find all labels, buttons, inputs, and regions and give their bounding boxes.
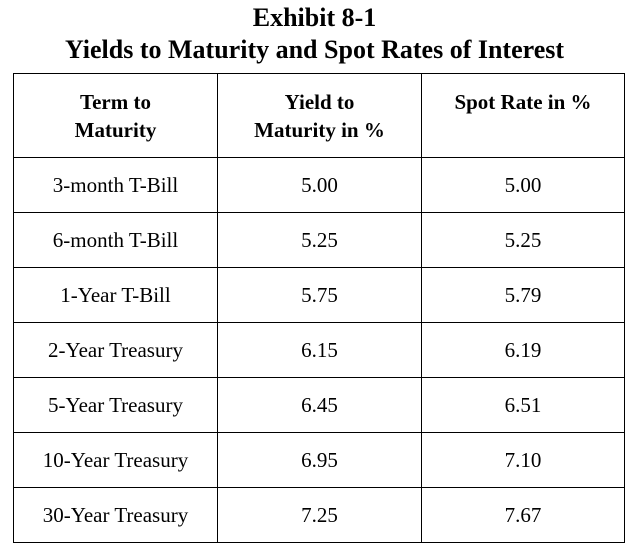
yield-cell: 6.15	[217, 322, 422, 378]
spot-rate-cell: 5.25	[421, 212, 625, 268]
term-cell: 1-Year T-Bill	[13, 267, 218, 323]
table-row: 30-Year Treasury 7.25 7.67	[13, 487, 625, 543]
yield-cell: 5.25	[217, 212, 422, 268]
exhibit-title: Exhibit 8-1 Yields to Maturity and Spot …	[0, 2, 629, 66]
exhibit-number: Exhibit 8-1	[252, 3, 377, 32]
table-row: 3-month T-Bill 5.00 5.00	[13, 157, 625, 213]
yield-cell: 5.00	[217, 157, 422, 213]
table-row: 5-Year Treasury 6.45 6.51	[13, 377, 625, 433]
yield-cell: 6.95	[217, 432, 422, 488]
header-row: Term to Maturity Yield to Maturity in % …	[13, 73, 625, 158]
spot-rate-cell: 7.10	[421, 432, 625, 488]
spot-rate-cell: 7.67	[421, 487, 625, 543]
yield-cell: 5.75	[217, 267, 422, 323]
table-row: 10-Year Treasury 6.95 7.10	[13, 432, 625, 488]
term-cell: 3-month T-Bill	[13, 157, 218, 213]
table-row: 6-month T-Bill 5.25 5.25	[13, 212, 625, 268]
exhibit-heading: Yields to Maturity and Spot Rates of Int…	[64, 35, 565, 64]
rates-table: Term to Maturity Yield to Maturity in % …	[13, 73, 625, 543]
term-cell: 6-month T-Bill	[13, 212, 218, 268]
spot-rate-cell: 5.00	[421, 157, 625, 213]
header-spot-rate: Spot Rate in %	[421, 73, 625, 158]
table-row: 1-Year T-Bill 5.75 5.79	[13, 267, 625, 323]
spot-rate-cell: 6.51	[421, 377, 625, 433]
yield-cell: 6.45	[217, 377, 422, 433]
spot-rate-cell: 5.79	[421, 267, 625, 323]
term-cell: 2-Year Treasury	[13, 322, 218, 378]
header-yield: Yield to Maturity in %	[217, 73, 422, 158]
header-term: Term to Maturity	[13, 73, 218, 158]
term-cell: 5-Year Treasury	[13, 377, 218, 433]
yield-cell: 7.25	[217, 487, 422, 543]
term-cell: 10-Year Treasury	[13, 432, 218, 488]
table-row: 2-Year Treasury 6.15 6.19	[13, 322, 625, 378]
spot-rate-cell: 6.19	[421, 322, 625, 378]
term-cell: 30-Year Treasury	[13, 487, 218, 543]
